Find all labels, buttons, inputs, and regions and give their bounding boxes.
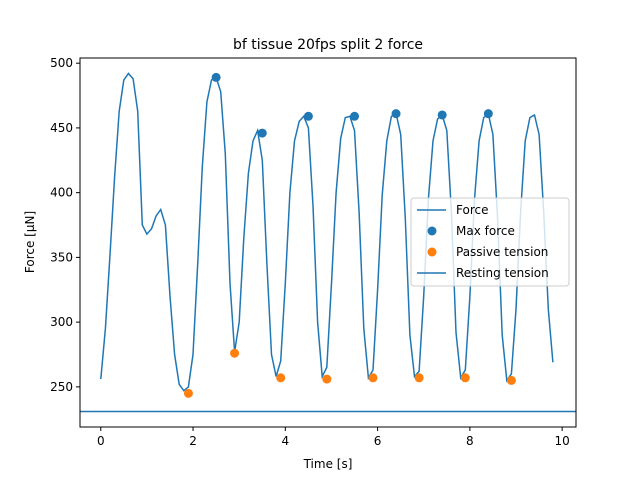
- max-force-point: [350, 111, 360, 121]
- x-tick-label: 10: [555, 434, 570, 448]
- max-force-point: [483, 109, 493, 119]
- passive-tension-point: [368, 373, 378, 383]
- y-axis: 250 300 350 400 450 500: [50, 56, 80, 394]
- y-tick-label: 450: [50, 121, 73, 135]
- passive-tension-point: [506, 375, 516, 385]
- chart-title: bf tissue 20fps split 2 force: [233, 37, 423, 53]
- legend-box: [410, 197, 570, 287]
- y-tick-label: 400: [50, 186, 73, 200]
- legend-resting-tension-label: Resting tension: [456, 266, 549, 280]
- max-force-point: [303, 111, 313, 121]
- y-tick-label: 500: [50, 56, 73, 70]
- max-force-point: [391, 109, 401, 119]
- legend-passive-tension-swatch: [427, 247, 437, 257]
- passive-tension-point: [183, 388, 193, 398]
- legend-max-force-swatch: [427, 226, 437, 236]
- x-tick-label: 0: [97, 434, 105, 448]
- passive-tension-point: [460, 373, 470, 383]
- axes-frame: [79, 57, 577, 428]
- y-tick-label: 300: [50, 315, 73, 329]
- passive-tension-point: [322, 374, 332, 384]
- legend-force-label: Force: [456, 203, 488, 217]
- x-axis-label: Time [s]: [303, 457, 353, 471]
- passive-tension-point: [230, 348, 240, 358]
- force-line: [100, 72, 554, 392]
- x-tick-label: 2: [189, 434, 197, 448]
- y-tick-label: 350: [50, 250, 73, 264]
- plot-area: [80, 72, 576, 413]
- max-force-point: [437, 110, 447, 120]
- x-tick-label: 8: [466, 434, 474, 448]
- x-tick-label: 6: [374, 434, 382, 448]
- y-axis-label: Force [μN]: [23, 211, 37, 273]
- x-axis: 0 2 4 6 8 10: [97, 427, 570, 448]
- max-force-point: [257, 128, 267, 138]
- legend-max-force-label: Max force: [456, 224, 515, 238]
- max-force-point: [211, 72, 221, 82]
- passive-tension-point: [276, 373, 286, 383]
- legend: Force Max force Passive tension Resting …: [410, 197, 570, 287]
- passive-tension-point: [414, 373, 424, 383]
- x-tick-label: 4: [282, 434, 290, 448]
- legend-passive-tension-label: Passive tension: [456, 245, 548, 259]
- y-tick-label: 250: [50, 380, 73, 394]
